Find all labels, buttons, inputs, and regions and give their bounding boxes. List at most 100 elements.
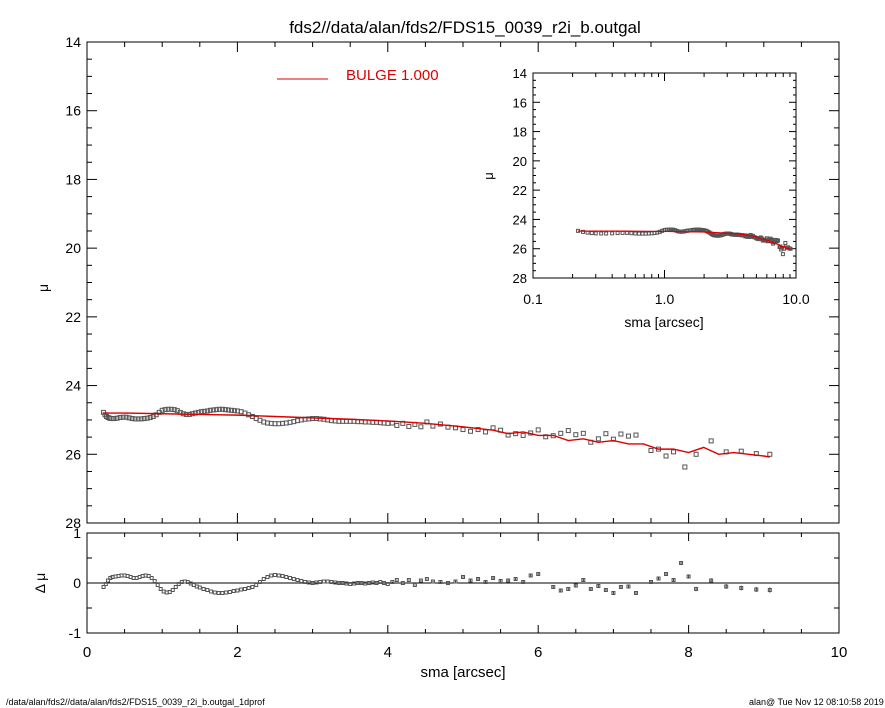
residual-data-point: [348, 582, 353, 586]
residual-data-point: [551, 585, 556, 589]
residual-data-point: [513, 577, 518, 581]
main-y-axis-label: μ: [35, 284, 51, 292]
main-data-point: [132, 416, 138, 422]
inset-data-point: [780, 252, 785, 257]
residual-data-point: [370, 580, 375, 585]
main-data-point: [192, 410, 198, 416]
inset-y-tick-label: 24: [513, 212, 527, 227]
main-data-point: [663, 453, 669, 459]
residual-data-point: [359, 581, 364, 585]
inset-bulge-model-line: [578, 230, 791, 251]
residual-data-point: [581, 578, 586, 582]
residual-data-point: [767, 588, 772, 592]
main-data-point: [147, 415, 153, 421]
residual-x-tick-labels: 0 2 4 6 8 10: [83, 644, 848, 661]
residual-data-point: [498, 579, 503, 583]
inset-data-point: [776, 238, 781, 243]
inset-data-point: [599, 231, 604, 236]
residual-data-point: [367, 581, 371, 585]
inset-x-axis-label: sma [arcsec]: [624, 314, 703, 330]
inset-data-point: [783, 241, 788, 245]
residual-data-point: [197, 585, 202, 590]
residual-data-point: [536, 572, 541, 576]
residual-y-tick-labels: -1 0 1: [69, 525, 82, 641]
main-data-point: [144, 415, 150, 421]
residual-data-point: [239, 587, 244, 592]
residual-data-point: [566, 587, 571, 591]
residual-data-point: [694, 587, 699, 591]
inset-y-tick-labels: 14 16 18 20 22 24 26 28: [513, 66, 527, 286]
x-tick-label: 4: [384, 644, 392, 661]
inset-data-point: [581, 229, 585, 234]
residual-data-point: [261, 577, 266, 581]
main-data-point: [671, 449, 677, 455]
main-data-point: [207, 407, 213, 413]
residual-data-point: [318, 580, 323, 584]
residual-data-point: [418, 578, 423, 583]
residual-data-point: [224, 590, 229, 595]
main-data-point: [198, 409, 204, 415]
residual-data-point: [445, 581, 450, 585]
main-y-tick-label: 24: [65, 378, 81, 394]
main-data-point: [141, 416, 147, 422]
residual-data-point: [406, 578, 411, 582]
inset-y-tick-label: 16: [513, 95, 527, 110]
residual-y-axis-label: Δ μ: [32, 573, 48, 594]
footer-file-path: /data/alan/fds2//data/alan/fds2/FDS15_00…: [6, 697, 265, 707]
x-tick-label: 0: [83, 644, 91, 661]
main-data-point: [129, 416, 135, 422]
chart-title: fds2//data/alan/fds2/FDS15_0039_r2i_b.ou…: [289, 18, 641, 37]
main-data-point: [468, 428, 474, 434]
residual-data-point: [288, 576, 293, 580]
residual-data-point: [476, 577, 481, 581]
residual-data-point: [333, 580, 338, 585]
residual-data-point: [280, 574, 285, 578]
main-data-point: [213, 407, 219, 413]
residual-data-point: [155, 583, 160, 587]
inset-x-tick-labels: 0.1 1.0 10.0: [523, 291, 810, 307]
bulge-model-line: [103, 412, 770, 458]
x-tick-label: 10: [831, 644, 848, 661]
residual-data-point: [220, 591, 225, 595]
inset-data-point: [604, 231, 609, 236]
inset-x-tick-label: 0.1: [523, 291, 543, 307]
x-tick-label: 8: [684, 644, 692, 661]
inset-y-tick-label: 22: [513, 183, 527, 198]
residual-data-point: [299, 579, 304, 583]
main-data-point: [682, 464, 688, 470]
inset-plot-background: [532, 72, 797, 279]
inset-y-tick-label: 14: [513, 66, 527, 81]
residual-data-point: [158, 587, 163, 591]
residual-data-point: [303, 580, 308, 584]
residual-data-point: [101, 585, 106, 589]
residual-data-point: [314, 580, 319, 585]
residual-data-point: [355, 581, 360, 585]
main-data-point: [216, 406, 222, 412]
main-data-point: [418, 424, 424, 430]
main-data-point: [222, 407, 228, 413]
main-data-point: [165, 406, 171, 412]
residual-data-point: [329, 580, 334, 584]
residual-data-point: [340, 581, 345, 585]
residual-data-point: [205, 588, 210, 592]
main-data-point: [135, 416, 141, 422]
main-data-point: [490, 425, 496, 431]
inset-y-tick-label: 28: [513, 271, 527, 286]
main-data-point: [406, 423, 412, 429]
residual-data-point: [257, 580, 262, 584]
residual-data-point: [506, 578, 511, 583]
main-y-tick-label: 28: [65, 515, 81, 531]
residual-data-point: [374, 581, 379, 585]
main-y-tick-label: 18: [65, 171, 81, 187]
main-data-point: [535, 427, 541, 433]
main-data-point: [114, 415, 120, 421]
residual-data-point: [686, 574, 691, 579]
residual-data-point: [152, 579, 157, 583]
legend-label-bulge: BULGE 1.000: [346, 67, 439, 84]
main-data-point: [201, 408, 207, 414]
main-y-tick-label: 20: [65, 240, 81, 256]
main-y-tick-label: 14: [65, 34, 81, 50]
residual-data-point: [611, 591, 616, 595]
residual-data-point: [664, 572, 669, 576]
